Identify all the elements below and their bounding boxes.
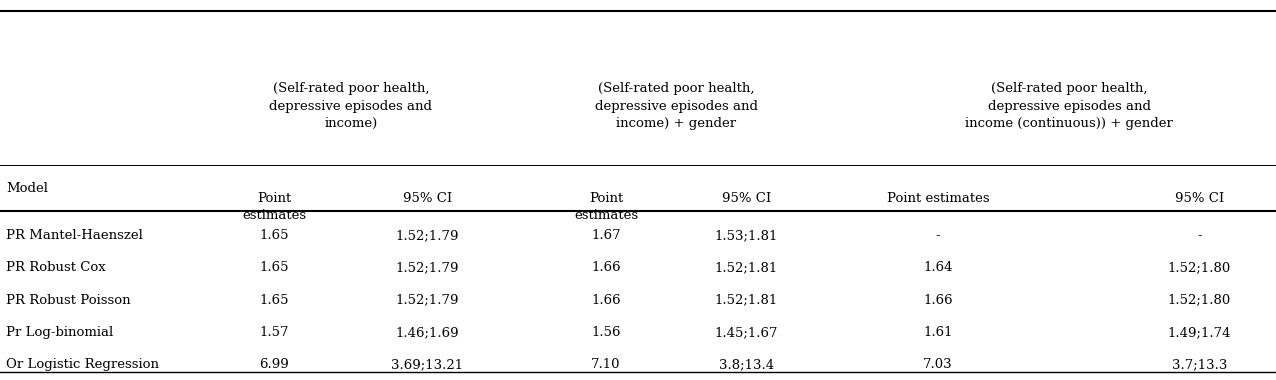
Text: 1.49;1.74: 1.49;1.74 [1168,326,1231,339]
Text: 1.61: 1.61 [923,326,953,339]
Text: 1.56: 1.56 [591,326,621,339]
Text: 95% CI: 95% CI [722,192,771,205]
Text: 1.65: 1.65 [259,229,290,242]
Text: 7.03: 7.03 [923,358,953,371]
Text: 1.53;1.81: 1.53;1.81 [715,229,778,242]
Text: 3.69;13.21: 3.69;13.21 [392,358,463,371]
Text: 95% CI: 95% CI [1175,192,1224,205]
Text: 1.52;1.81: 1.52;1.81 [715,261,778,274]
Text: 1.66: 1.66 [591,294,621,307]
Text: 1.66: 1.66 [591,261,621,274]
Text: (Self-rated poor health,
depressive episodes and
income (continuous)) + gender: (Self-rated poor health, depressive epis… [966,82,1173,130]
Text: 7.10: 7.10 [591,358,621,371]
Text: 1.52;1.79: 1.52;1.79 [396,294,459,307]
Text: 1.52;1.81: 1.52;1.81 [715,294,778,307]
Text: -: - [935,229,940,242]
Text: PR Robust Poisson: PR Robust Poisson [6,294,131,307]
Text: (Self-rated poor health,
depressive episodes and
income): (Self-rated poor health, depressive epis… [269,82,433,130]
Text: 1.57: 1.57 [259,326,290,339]
Text: 1.67: 1.67 [591,229,621,242]
Text: 1.46;1.69: 1.46;1.69 [396,326,459,339]
Text: 1.52;1.80: 1.52;1.80 [1168,294,1231,307]
Text: Point
estimates: Point estimates [574,192,638,222]
Text: 1.52;1.79: 1.52;1.79 [396,261,459,274]
Text: 1.52;1.79: 1.52;1.79 [396,229,459,242]
Text: Model: Model [6,182,48,195]
Text: 1.65: 1.65 [259,261,290,274]
Text: Or Logistic Regression: Or Logistic Regression [6,358,160,371]
Text: Point
estimates: Point estimates [242,192,306,222]
Text: Pr Log-binomial: Pr Log-binomial [6,326,114,339]
Text: 3.7;13.3: 3.7;13.3 [1171,358,1228,371]
Text: 1.52;1.80: 1.52;1.80 [1168,261,1231,274]
Text: -: - [1197,229,1202,242]
Text: PR Robust Cox: PR Robust Cox [6,261,106,274]
Text: 1.66: 1.66 [923,294,953,307]
Text: 1.45;1.67: 1.45;1.67 [715,326,778,339]
Text: PR Mantel-Haenszel: PR Mantel-Haenszel [6,229,143,242]
Text: 3.8;13.4: 3.8;13.4 [718,358,775,371]
Text: 1.64: 1.64 [923,261,953,274]
Text: 1.65: 1.65 [259,294,290,307]
Text: 6.99: 6.99 [259,358,290,371]
Text: 95% CI: 95% CI [403,192,452,205]
Text: (Self-rated poor health,
depressive episodes and
income) + gender: (Self-rated poor health, depressive epis… [595,82,758,130]
Text: Point estimates: Point estimates [887,192,989,205]
